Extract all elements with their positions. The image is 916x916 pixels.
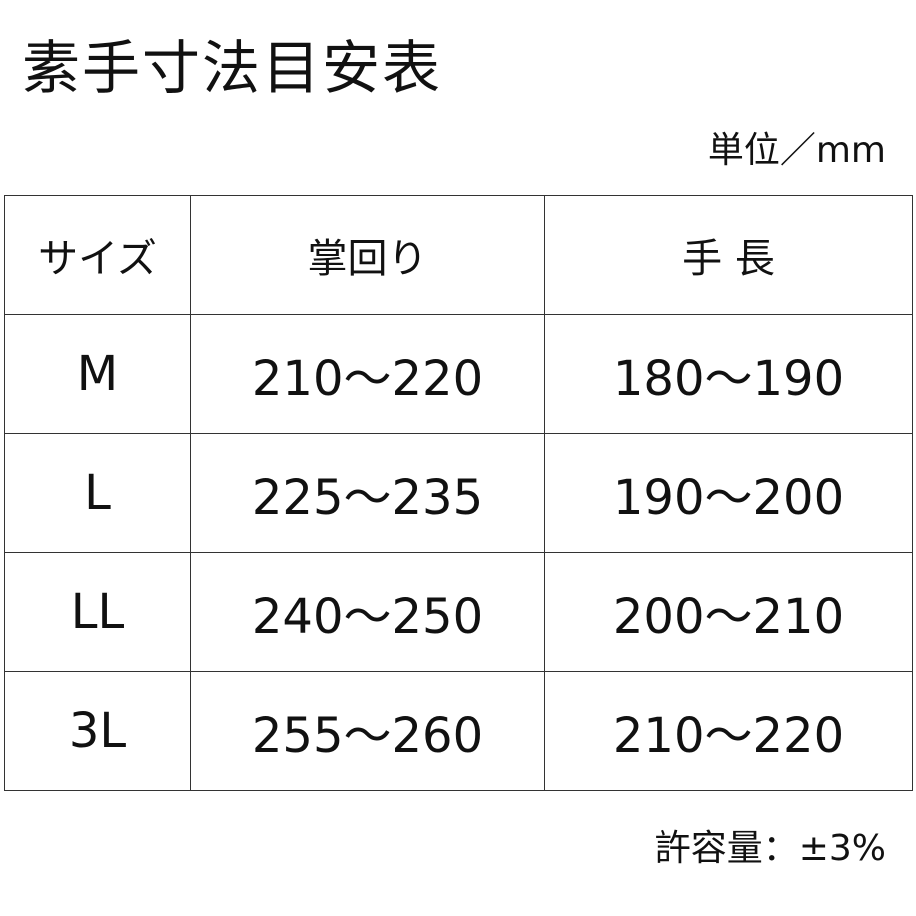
- palm-cell: 240～250: [190, 552, 545, 672]
- palm-cell: 210～220: [190, 314, 545, 434]
- table-header-row: サイズ 掌回り 手 長: [4, 195, 913, 315]
- length-cell: 210～220: [544, 671, 913, 791]
- length-cell: 200～210: [544, 552, 913, 672]
- table-row: 3L 255～260 210～220: [4, 671, 913, 791]
- page-title: 素手寸法目安表: [22, 34, 443, 102]
- size-cell: LL: [4, 552, 191, 672]
- size-cell: M: [4, 314, 191, 434]
- header-size: サイズ: [4, 195, 191, 315]
- size-cell: L: [4, 433, 191, 553]
- table-row: L 225～235 190～200: [4, 433, 913, 553]
- size-table: サイズ 掌回り 手 長 M 210～220 180～190 L 225～235 …: [4, 195, 913, 791]
- unit-label: 単位／mm: [707, 130, 886, 171]
- palm-cell: 255～260: [190, 671, 545, 791]
- tolerance-note: 許容量：±3%: [654, 828, 886, 869]
- size-cell: 3L: [4, 671, 191, 791]
- palm-cell: 225～235: [190, 433, 545, 553]
- header-palm-circumference: 掌回り: [190, 195, 545, 315]
- header-hand-length: 手 長: [544, 195, 913, 315]
- length-cell: 190～200: [544, 433, 913, 553]
- length-cell: 180～190: [544, 314, 913, 434]
- table-row: LL 240～250 200～210: [4, 552, 913, 672]
- table-row: M 210～220 180～190: [4, 314, 913, 434]
